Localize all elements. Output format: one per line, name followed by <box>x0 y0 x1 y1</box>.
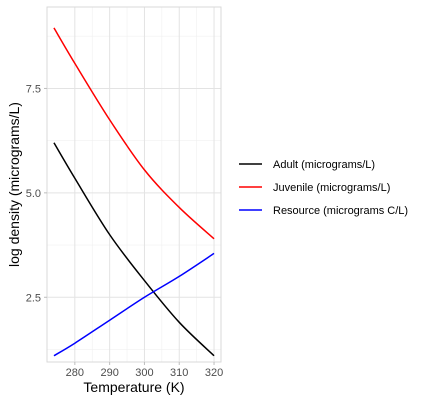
x-tick-label: 310 <box>170 367 188 379</box>
legend: Adult (micrograms/L) Juvenile (micrograms… <box>239 159 408 217</box>
legend-label-0: Adult (micrograms/L) <box>273 159 375 171</box>
series-line-2 <box>53 252 215 357</box>
y-tick-label: 5.0 <box>26 188 41 200</box>
x-axis-ticks: 280 290 300 310 320 <box>66 362 223 379</box>
x-tick-label: 280 <box>66 367 84 379</box>
legend-label-2: Resource (micrograms C/L) <box>273 205 408 217</box>
plot-panel-border <box>46 6 222 363</box>
y-axis-ticks: 2.5 5.0 7.5 <box>26 83 47 304</box>
series-layer <box>53 27 215 357</box>
grid-major <box>47 7 221 362</box>
y-tick-label: 7.5 <box>26 83 41 95</box>
x-tick-label: 290 <box>100 367 118 379</box>
series-line-1 <box>53 27 215 240</box>
series-line-0 <box>53 142 215 357</box>
y-tick-label: 2.5 <box>26 292 41 304</box>
x-axis-title: Temperature (K) <box>83 379 184 395</box>
x-tick-label: 300 <box>135 367 153 379</box>
grid-minor <box>47 7 221 362</box>
y-axis-title: log density (micrograms/L) <box>6 102 22 267</box>
x-tick-label: 320 <box>205 367 223 379</box>
legend-label-1: Juvenile (micrograms/L) <box>273 182 390 194</box>
